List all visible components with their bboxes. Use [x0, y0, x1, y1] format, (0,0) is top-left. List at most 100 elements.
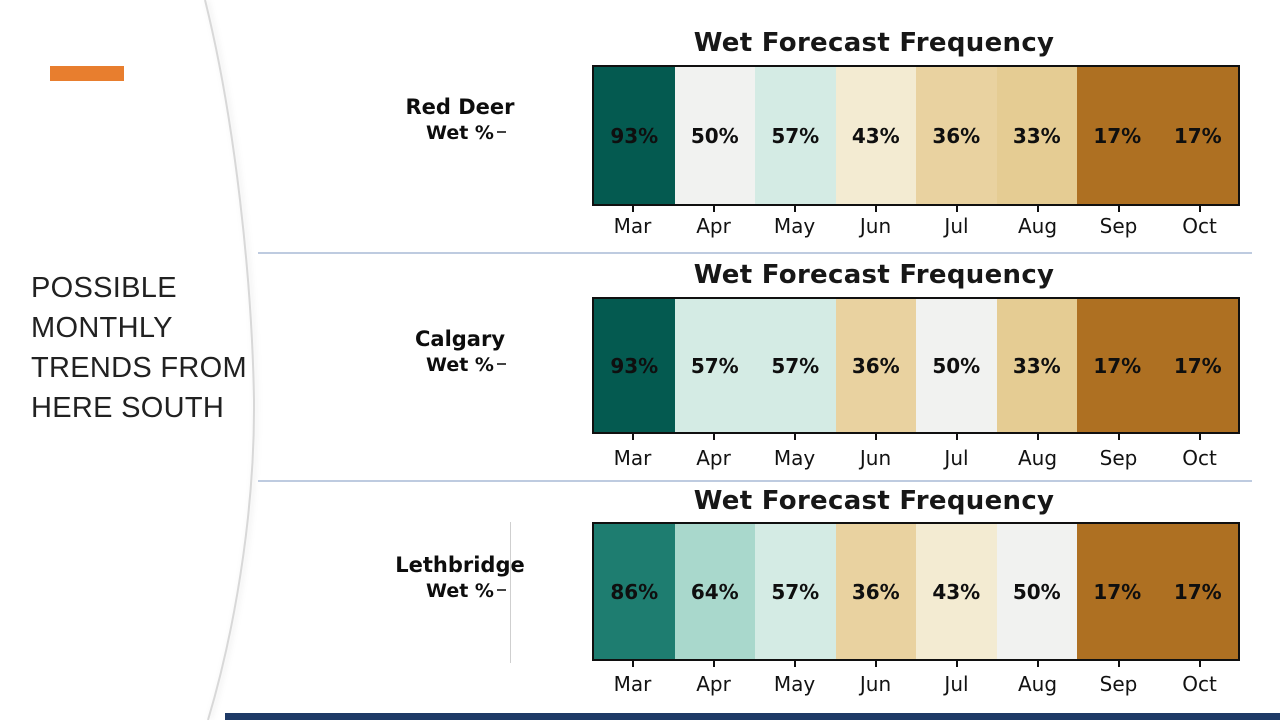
- x-tick: [835, 434, 916, 440]
- row-label-city: Calgary: [414, 327, 506, 351]
- x-tick-label: Apr: [696, 446, 731, 470]
- heatmap-cell: 57%: [755, 299, 836, 432]
- heatmap-cell: 36%: [835, 524, 916, 659]
- cell-value-label: 50%: [932, 353, 981, 378]
- y-axis-line: [510, 522, 511, 663]
- x-tick-label: Apr: [696, 672, 731, 696]
- x-tick-label: Jul: [944, 214, 969, 238]
- heatmap-strip: 93% 50% 57% 43% 36% 33% 17% 17%: [592, 65, 1240, 206]
- cell-value-label: 64%: [690, 579, 739, 604]
- x-tick: [835, 206, 916, 212]
- chart-title: Wet Forecast Frequency: [693, 260, 1055, 290]
- row-label-metric: Wet %: [426, 122, 494, 144]
- x-tick-label: May: [773, 214, 816, 238]
- x-tick-label: Oct: [1182, 672, 1217, 696]
- cell-value-label: 50%: [1012, 579, 1061, 604]
- cell-value-label: 57%: [771, 579, 820, 604]
- cell-value-label: 36%: [851, 353, 900, 378]
- x-tick: [916, 206, 997, 212]
- wet-forecast-chart-red-deer: Wet Forecast Frequency Red Deer Wet % 93…: [340, 28, 1252, 240]
- cell-value-label: 57%: [771, 353, 820, 378]
- slide-title-line: HERE SOUTH: [31, 392, 225, 424]
- heatmap-cell: 33%: [996, 67, 1077, 204]
- section-divider: [258, 252, 1252, 254]
- row-label-metric: Wet %: [426, 354, 494, 376]
- x-tick-label: Aug: [1017, 446, 1058, 470]
- heatmap-cell: 36%: [835, 299, 916, 432]
- x-tick-label: Sep: [1099, 672, 1138, 696]
- x-tick-label: Jun: [859, 214, 892, 238]
- cell-value-label: 33%: [1012, 123, 1061, 148]
- x-tick-label: Sep: [1099, 214, 1138, 238]
- x-tick-label: Oct: [1182, 214, 1217, 238]
- cell-value-label: 17%: [1173, 353, 1222, 378]
- x-tick: [592, 434, 673, 440]
- slide-title: POSSIBLE MONTHLY TRENDS FROM HERE SOUTH: [31, 268, 263, 428]
- heatmap-cell: 57%: [755, 524, 836, 659]
- heatmap-cell: 50%: [916, 299, 997, 432]
- heatmap-cell: 64%: [674, 524, 755, 659]
- x-tick: [1078, 661, 1159, 667]
- slide-title-line: TRENDS FROM: [31, 352, 247, 384]
- x-tick: [916, 661, 997, 667]
- x-tick: [1159, 661, 1240, 667]
- heatmap-cell: 86%: [594, 524, 675, 659]
- heatmap-cell: 17%: [1077, 67, 1158, 204]
- section-divider: [258, 480, 1252, 482]
- x-tick-label: Mar: [613, 446, 652, 470]
- x-tick: [673, 661, 754, 667]
- x-tick-label: Jun: [859, 446, 892, 470]
- x-axis-labels: Mar Apr May Jun Jul Aug Sep Oct: [592, 447, 1240, 469]
- x-tick: [673, 206, 754, 212]
- heatmap-cell: 50%: [674, 67, 755, 204]
- x-tick: [997, 206, 1078, 212]
- heatmap-cell: 17%: [1157, 67, 1238, 204]
- chart-title: Wet Forecast Frequency: [693, 486, 1055, 516]
- x-tick-label: Jun: [859, 672, 892, 696]
- cell-value-label: 17%: [1173, 579, 1222, 604]
- row-label: Lethbridge Wet %: [380, 552, 540, 604]
- x-tick: [1159, 206, 1240, 212]
- row-label-city: Lethbridge: [395, 553, 525, 577]
- cell-value-label: 17%: [1093, 123, 1142, 148]
- x-tick: [592, 661, 673, 667]
- heatmap-cell: 17%: [1077, 524, 1158, 659]
- row-label: Calgary Wet %: [380, 326, 540, 378]
- cell-value-label: 36%: [851, 579, 900, 604]
- row-label: Red Deer Wet %: [380, 94, 540, 146]
- x-tick: [592, 206, 673, 212]
- footer-bar: [225, 713, 1280, 720]
- heatmap-cell: 36%: [916, 67, 997, 204]
- x-tick-label: Aug: [1017, 672, 1058, 696]
- heatmap-cell: 17%: [1077, 299, 1158, 432]
- x-tick: [673, 434, 754, 440]
- heatmap-cell: 57%: [755, 67, 836, 204]
- x-tick: [997, 661, 1078, 667]
- x-axis-ticks: [592, 206, 1240, 212]
- y-axis-tick: [497, 589, 506, 591]
- x-tick: [1159, 434, 1240, 440]
- x-tick-label: Jul: [944, 672, 969, 696]
- cell-value-label: 50%: [690, 123, 739, 148]
- x-tick: [754, 661, 835, 667]
- cell-value-label: 93%: [610, 353, 659, 378]
- x-tick: [754, 206, 835, 212]
- x-tick-label: Apr: [696, 214, 731, 238]
- cell-value-label: 57%: [690, 353, 739, 378]
- heatmap-cell: 33%: [996, 299, 1077, 432]
- heatmap-cell: 43%: [916, 524, 997, 659]
- x-tick: [835, 661, 916, 667]
- x-axis-ticks: [592, 661, 1240, 667]
- x-axis-ticks: [592, 434, 1240, 440]
- heatmap-cell: 17%: [1157, 524, 1238, 659]
- cell-value-label: 43%: [851, 123, 900, 148]
- heatmap-cell: 57%: [674, 299, 755, 432]
- wet-forecast-chart-calgary: Wet Forecast Frequency Calgary Wet % 93%…: [340, 260, 1252, 472]
- slide-title-line: MONTHLY: [31, 312, 173, 344]
- heatmap-cell: 50%: [996, 524, 1077, 659]
- x-tick-label: Mar: [613, 672, 652, 696]
- chart-title: Wet Forecast Frequency: [693, 28, 1055, 58]
- x-axis-labels: Mar Apr May Jun Jul Aug Sep Oct: [592, 673, 1240, 695]
- x-tick: [997, 434, 1078, 440]
